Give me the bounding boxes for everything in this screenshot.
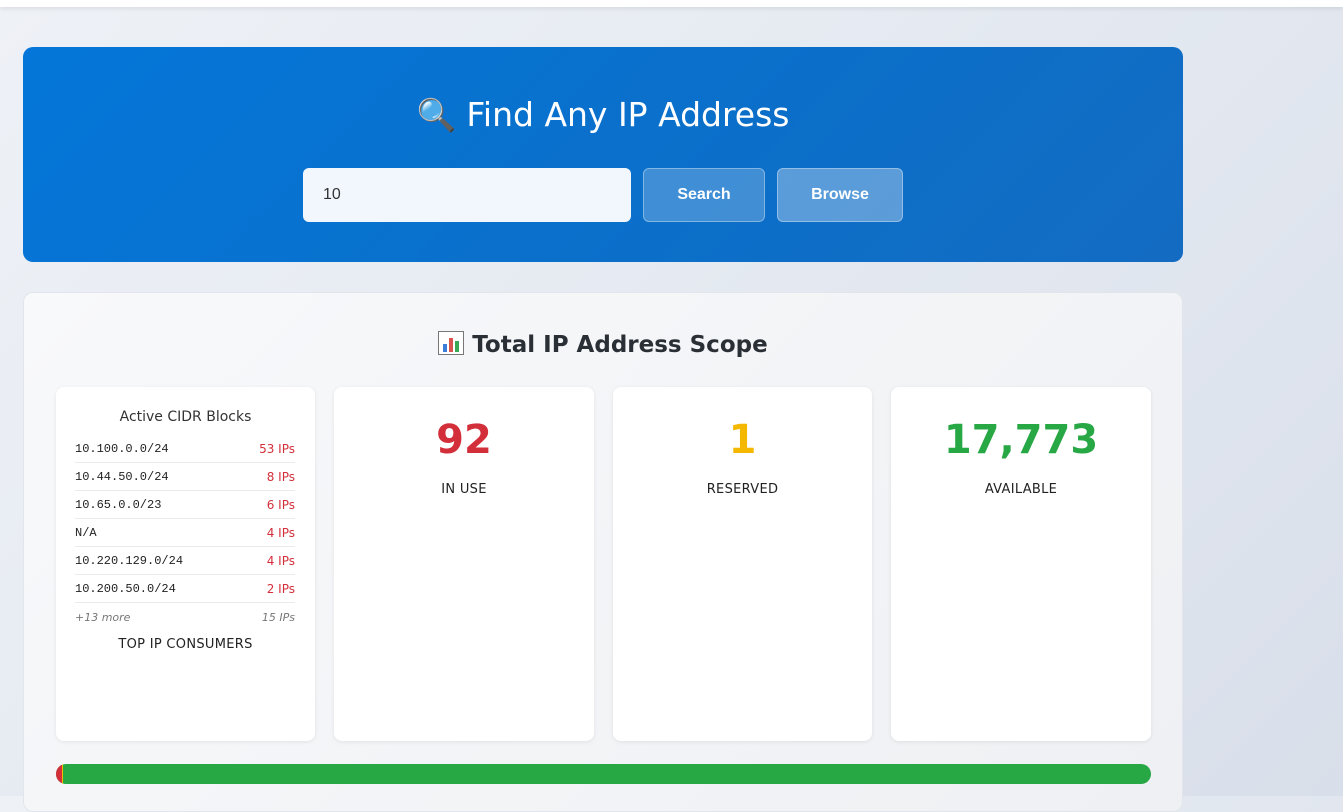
cidr-blocks-title: Active CIDR Blocks bbox=[119, 409, 252, 425]
hero-title: 🔍 Find Any IP Address bbox=[23, 95, 1183, 134]
bar-chart-icon bbox=[438, 331, 465, 355]
cidr-network: 10.65.0.0/23 bbox=[75, 497, 162, 512]
cidr-row[interactable]: 10.100.0.0/24 53 IPs bbox=[75, 435, 295, 463]
scope-title-text: Total IP Address Scope bbox=[472, 332, 768, 358]
available-label: AVAILABLE bbox=[984, 482, 1058, 497]
usage-bar-reserved-segment bbox=[61, 764, 63, 784]
ip-scope-panel: Total IP Address Scope Active CIDR Block… bbox=[23, 292, 1183, 812]
cidr-row[interactable]: N/A 4 IPs bbox=[75, 519, 295, 547]
cidr-count: 6 IPs bbox=[266, 497, 295, 512]
cidr-list: 10.100.0.0/24 53 IPs 10.44.50.0/24 8 IPs… bbox=[75, 435, 295, 631]
cidr-count: 8 IPs bbox=[266, 469, 295, 484]
cidr-network: 10.220.129.0/24 bbox=[75, 553, 184, 568]
cidr-more-label: +13 more bbox=[75, 610, 131, 624]
available-value: 17,773 bbox=[943, 417, 1099, 463]
in-use-card: 92 IN USE bbox=[334, 387, 594, 741]
ip-search-input[interactable] bbox=[303, 168, 631, 222]
usage-progress-bar bbox=[56, 764, 1151, 784]
cidr-count: 53 IPs bbox=[259, 441, 295, 456]
reserved-label: RESERVED bbox=[706, 482, 779, 497]
cidr-row[interactable]: 10.200.50.0/24 2 IPs bbox=[75, 575, 295, 603]
hero-title-text: Find Any IP Address bbox=[466, 95, 790, 134]
reserved-card: 1 RESERVED bbox=[613, 387, 872, 741]
cidr-count: 4 IPs bbox=[266, 525, 295, 540]
top-consumers-label: TOP IP CONSUMERS bbox=[118, 637, 253, 652]
search-button[interactable]: Search bbox=[643, 168, 765, 222]
cidr-count: 2 IPs bbox=[266, 581, 295, 596]
top-bar bbox=[0, 0, 1343, 7]
cidr-row[interactable]: 10.220.129.0/24 4 IPs bbox=[75, 547, 295, 575]
cidr-more-row: +13 more 15 IPs bbox=[75, 603, 295, 631]
cidr-network: 10.44.50.0/24 bbox=[75, 469, 169, 484]
ip-search-hero: 🔍Find Any IP Address Search Browse bbox=[23, 47, 1183, 262]
available-card: 17,773 AVAILABLE bbox=[891, 387, 1151, 741]
in-use-value: 92 bbox=[436, 417, 492, 463]
cidr-row[interactable]: 10.44.50.0/24 8 IPs bbox=[75, 463, 295, 491]
in-use-label: IN USE bbox=[441, 482, 487, 497]
cidr-network: 10.200.50.0/24 bbox=[75, 581, 176, 596]
scope-title: Total IP Address Scope bbox=[24, 331, 1182, 358]
cidr-row[interactable]: 10.65.0.0/23 6 IPs bbox=[75, 491, 295, 519]
cidr-blocks-card: Active CIDR Blocks 10.100.0.0/24 53 IPs … bbox=[56, 387, 315, 741]
browse-button[interactable]: Browse bbox=[777, 168, 903, 222]
cidr-network: N/A bbox=[75, 525, 97, 540]
cidr-more-count: 15 IPs bbox=[261, 610, 295, 624]
cidr-count: 4 IPs bbox=[266, 553, 295, 568]
magnifying-glass-icon: 🔍 bbox=[416, 96, 457, 134]
cidr-network: 10.100.0.0/24 bbox=[75, 441, 169, 456]
usage-bar-in-use-segment bbox=[56, 764, 62, 784]
reserved-value: 1 bbox=[728, 417, 757, 463]
